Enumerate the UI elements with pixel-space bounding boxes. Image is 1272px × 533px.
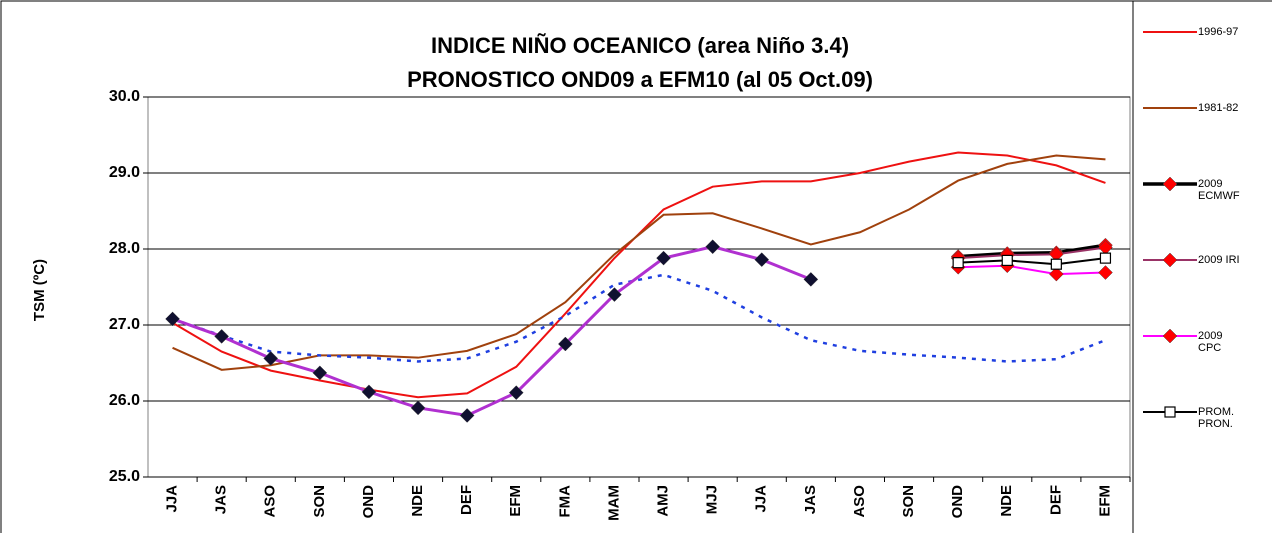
- data-point: [607, 287, 622, 302]
- y-tick-label: 28.0: [109, 240, 140, 257]
- series-line: [958, 264, 1106, 276]
- data-point: [705, 239, 721, 255]
- x-tick-label: OND: [949, 485, 966, 519]
- y-tick-label: 25.0: [109, 468, 140, 485]
- x-tick-label: ASO: [851, 485, 868, 518]
- data-point: [165, 311, 180, 327]
- y-tick-label: 29.0: [109, 164, 140, 181]
- x-tick-label: OND: [360, 485, 377, 519]
- x-tick-label: SON: [900, 485, 917, 518]
- data-point: [214, 329, 230, 344]
- x-tick-label: JAS: [802, 485, 819, 514]
- data-point: [312, 365, 328, 381]
- legend-label: 1981-82: [1198, 102, 1239, 114]
- legend-marker: [1164, 406, 1176, 418]
- y-tick-label: 27.0: [109, 316, 140, 333]
- data-point: [361, 384, 377, 400]
- chart-subtitle: PRONOSTICO OND09 a EFM10 (al 05 Oct.09): [407, 67, 873, 92]
- chart-title: INDICE NIÑO OCEANICO (area Niño 3.4): [431, 33, 849, 58]
- x-tick-label: DEF: [1047, 485, 1064, 515]
- legend-label: 2009 IRI: [1198, 254, 1240, 266]
- plot-area: [147, 96, 1131, 478]
- legend-marker: [1162, 328, 1178, 344]
- series-line: [172, 245, 812, 417]
- x-tick-label: SON: [311, 485, 328, 518]
- x-tick-label: MAM: [605, 485, 622, 521]
- data-point: [263, 351, 279, 366]
- x-tick-label: MJJ: [704, 485, 721, 514]
- legend-marker: [1162, 252, 1178, 268]
- series-line: [172, 273, 1106, 363]
- data-point: [1099, 252, 1112, 264]
- x-tick-label: FMA: [556, 485, 573, 518]
- legend-label: PROM. PRON.: [1198, 406, 1235, 430]
- series-line: [958, 257, 1106, 266]
- data-point: [508, 385, 524, 400]
- series-line: [958, 243, 1106, 259]
- x-tick-label: NDE: [998, 485, 1015, 517]
- legend-label: 1996-97: [1198, 26, 1239, 38]
- data-point: [803, 272, 819, 287]
- x-tick-label: EFM: [507, 485, 524, 517]
- legend-label: 2009 ECMWF: [1198, 178, 1240, 202]
- legend-box: [1132, 0, 1272, 533]
- series-line: [958, 246, 1106, 260]
- y-tick-label: 26.0: [109, 392, 140, 409]
- y-tick-label: 30.0: [109, 88, 140, 105]
- data-point: [656, 250, 671, 266]
- x-tick-label: JAS: [213, 485, 230, 514]
- x-tick-label: JJA: [164, 485, 181, 513]
- data-point: [410, 400, 426, 416]
- x-tick-label: NDE: [409, 485, 426, 517]
- legend-label: 2009 CPC: [1198, 330, 1223, 354]
- data-point: [1050, 258, 1062, 270]
- data-point: [1098, 265, 1113, 280]
- legend-marker: [1162, 176, 1178, 192]
- y-axis-label: TSM (ºC): [31, 259, 48, 321]
- x-tick-label: JJA: [753, 485, 770, 513]
- x-tick-label: ASO: [262, 485, 279, 518]
- data-point: [557, 336, 573, 352]
- data-point: [459, 408, 475, 423]
- data-point: [754, 252, 770, 267]
- data-point: [1001, 254, 1013, 266]
- data-point: [1048, 266, 1064, 282]
- data-point: [952, 257, 964, 269]
- x-tick-label: EFM: [1096, 485, 1113, 517]
- x-tick-label: DEF: [458, 485, 475, 515]
- x-tick-label: AMJ: [655, 485, 672, 517]
